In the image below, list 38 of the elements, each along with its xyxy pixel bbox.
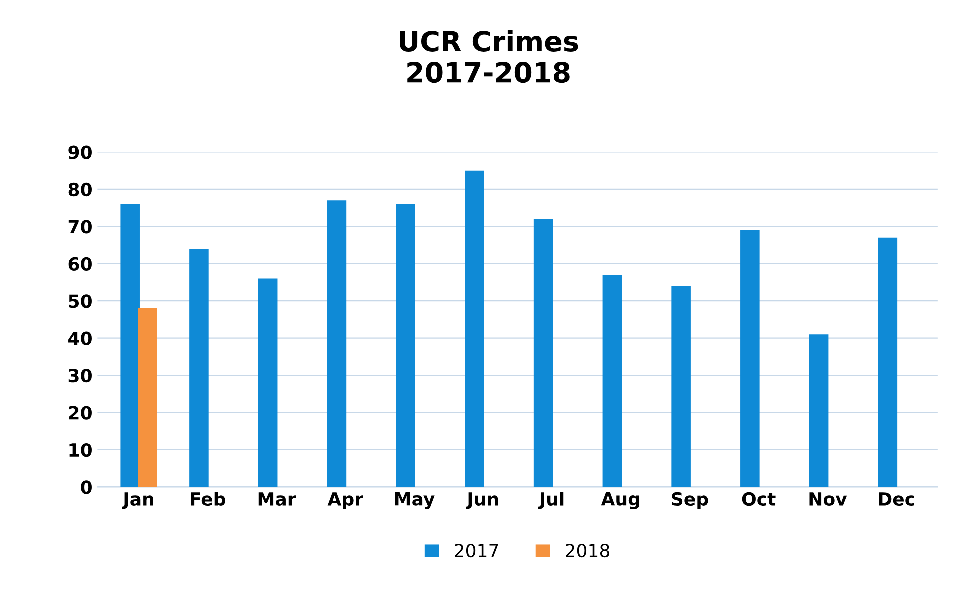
x-tick-label: Aug: [601, 492, 640, 510]
bar: [534, 219, 554, 488]
bar: [672, 286, 691, 488]
x-tick-label: Jun: [466, 492, 498, 510]
x-tick-label: Oct: [742, 492, 776, 506]
bar: [809, 334, 829, 488]
bar: [740, 230, 760, 488]
legend-label: 2017: [455, 544, 498, 558]
y-tick-label: 0: [81, 480, 92, 494]
bar: [327, 200, 347, 488]
x-tick-label: Feb: [191, 492, 226, 506]
x-tick-label: Jan: [122, 492, 154, 510]
bar: [396, 204, 416, 488]
bar: [465, 170, 484, 488]
y-tick-label: 50: [69, 294, 92, 308]
bar: [138, 308, 158, 488]
y-tick-label: 60: [68, 257, 92, 272]
bar: [258, 278, 278, 488]
x-tick-label: Dec: [879, 492, 914, 506]
chart-title: UCR Crimes 2017-2018: [400, 30, 578, 84]
y-tick-label: 90: [68, 146, 92, 160]
y-tick-label: 30: [68, 369, 92, 383]
x-tick-label: Nov: [810, 492, 848, 506]
x-tick-label: Mar: [258, 492, 296, 506]
y-tick-label: 70: [68, 220, 92, 234]
x-tick-label: Sep: [672, 492, 708, 510]
x-tick-label: Apr: [328, 492, 364, 510]
y-tick-label: 10: [70, 443, 92, 458]
legend-label: 2018: [566, 544, 610, 558]
x-tick-label: Jul: [538, 492, 564, 510]
y-tick-label: 80: [68, 182, 92, 197]
y-tick-label: 20: [69, 406, 92, 420]
bar: [120, 204, 140, 488]
x-tick-label: May: [395, 492, 435, 510]
bar: [878, 238, 898, 488]
bar: [602, 275, 622, 488]
bar: [190, 249, 209, 488]
y-tick-label: 40: [68, 332, 92, 346]
